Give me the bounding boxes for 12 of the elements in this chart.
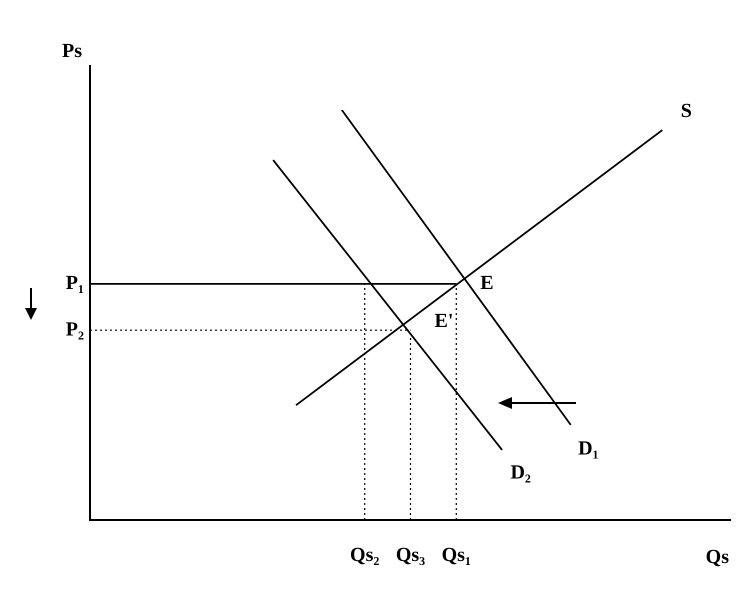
annotation: E' [434, 310, 454, 332]
annotation: E [480, 272, 494, 294]
series-label: D₁ [578, 437, 599, 460]
x-tick-label: Qs₁ [442, 544, 471, 566]
y-axis-title: Ps [62, 40, 82, 62]
series-label: D₂ [510, 462, 531, 484]
x-axis-title: Qs [706, 546, 730, 568]
x-tick-label: Qs₃ [396, 544, 426, 566]
series-label: P₁ [66, 272, 84, 294]
series-label: P₂ [66, 318, 84, 340]
series-label: S [680, 100, 692, 122]
x-tick-label: Qs₂ [350, 544, 380, 566]
